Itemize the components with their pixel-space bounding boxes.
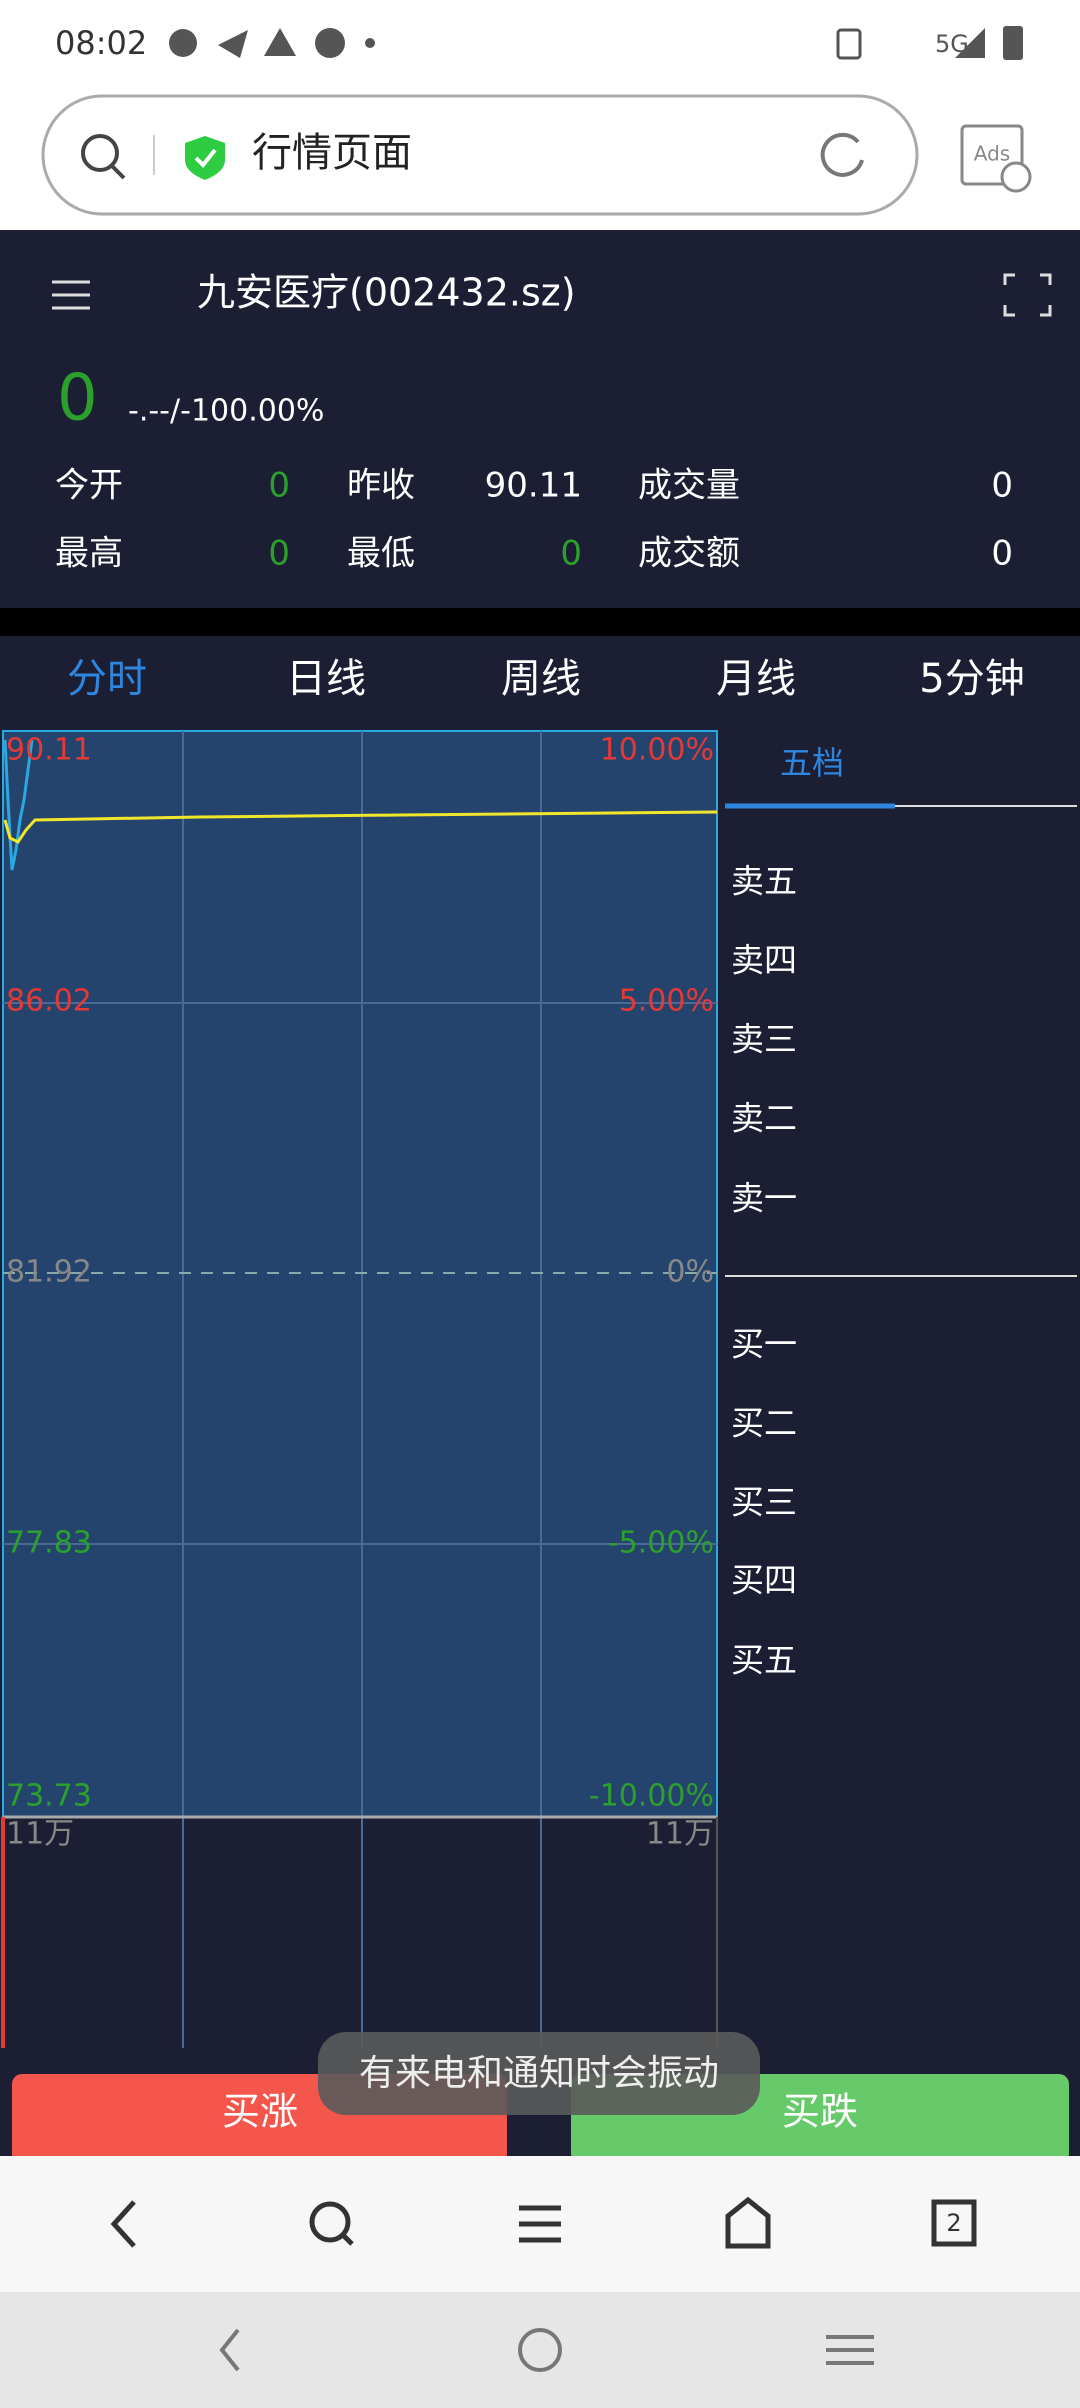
stat-label: 成交额	[638, 534, 740, 574]
status-icon	[365, 38, 375, 48]
ads-block	[1000, 161, 1032, 193]
sell-level: 卖三	[731, 1020, 797, 1059]
toast-text: 有来电和通知时会振动	[359, 2053, 719, 2094]
signal-icon	[955, 28, 985, 58]
buy-level: 买一	[731, 1325, 797, 1364]
ads-label: Ads	[974, 142, 1010, 166]
status-icon	[315, 28, 345, 58]
toast	[318, 2032, 760, 2115]
price-label: 90.11	[6, 733, 92, 768]
stats: 今开 0 昨收 90.11 成交量 0 最高 0 最低 0 成交额 0	[55, 466, 1013, 574]
menu-button[interactable]	[519, 2205, 561, 2243]
search-button	[341, 2233, 354, 2246]
buy-level: 买五	[731, 1641, 797, 1680]
chart-tab[interactable]: 5分钟	[919, 656, 1024, 702]
chart-tab[interactable]: 日线	[286, 656, 366, 702]
grid	[3, 731, 717, 2048]
system-recents[interactable]	[826, 2335, 874, 2365]
status-icon	[218, 30, 248, 58]
stat-value: 0	[560, 534, 582, 574]
fullscreen-icon[interactable]	[1003, 273, 1052, 317]
sell-level: 卖一	[731, 1179, 797, 1218]
battery-icon	[1003, 26, 1023, 60]
order-book-tab[interactable]: 五档	[780, 744, 844, 782]
chart-tab[interactable]: 周线	[501, 656, 581, 702]
volume-label: 11万	[6, 1817, 74, 1852]
stat-value: 90.11	[485, 466, 582, 506]
search-button[interactable]	[309, 2201, 351, 2243]
tab-count: 2	[946, 2209, 961, 2237]
sell-level: 卖四	[731, 941, 797, 980]
search-icon	[81, 134, 119, 172]
percent-label: -5.00%	[608, 1526, 714, 1561]
secure-icon	[185, 136, 225, 180]
price-label: 77.83	[6, 1526, 92, 1561]
search-icon	[110, 164, 126, 180]
volume-label: 11万	[646, 1817, 714, 1852]
stock-price: 0	[57, 362, 98, 436]
tabs: 分时 日线 周线 月线 5分钟	[67, 656, 1025, 702]
separator	[0, 608, 1080, 636]
stat-label: 最低	[347, 534, 415, 574]
chart-tab[interactable]: 月线	[716, 656, 796, 702]
sell-level: 卖二	[731, 1099, 797, 1138]
chart-tab[interactable]: 分时	[67, 656, 147, 702]
reload-icon[interactable]	[820, 132, 864, 177]
stat-value: 0	[991, 534, 1013, 574]
tabs-button[interactable]	[931, 2199, 977, 2247]
stat-label: 今开	[55, 466, 123, 506]
buy-level: 买四	[731, 1561, 797, 1600]
system-home[interactable]	[518, 2328, 562, 2372]
settings-icon[interactable]	[52, 280, 90, 310]
stat-value: 0	[991, 466, 1013, 506]
stock-change: -.--/-100.00%	[128, 394, 324, 429]
ads-icon[interactable]	[960, 124, 1024, 186]
system-back[interactable]	[219, 2328, 240, 2372]
percent-label: 0%	[666, 1255, 714, 1290]
home-button[interactable]	[725, 2196, 771, 2249]
stat-value: 0	[268, 466, 290, 506]
percent-label: 10.00%	[600, 733, 714, 768]
stock-header	[0, 230, 1080, 608]
address-bar[interactable]	[41, 94, 919, 216]
buy-level: 买二	[731, 1404, 797, 1443]
system-nav	[0, 2292, 1080, 2408]
stat-value: 0	[268, 534, 290, 574]
tab-bar	[0, 636, 1080, 730]
back-button[interactable]	[110, 2200, 136, 2248]
stat-label: 最高	[55, 534, 123, 574]
vibrate-icon	[836, 28, 862, 60]
status-time: 08:02	[55, 24, 147, 62]
buy-down-label: 买跌	[782, 2090, 858, 2134]
percent-label: 5.00%	[619, 984, 714, 1019]
stat-label: 成交量	[638, 466, 740, 506]
status-icon	[169, 29, 197, 57]
stock-title: 九安医疗(002432.sz)	[197, 271, 576, 315]
average-line	[3, 810, 718, 844]
price-label: 81.92	[6, 1255, 92, 1290]
status-icon	[264, 28, 296, 56]
percent-label: -10.00%	[589, 1779, 714, 1814]
price-line	[3, 739, 34, 871]
page-title: 行情页面	[252, 130, 412, 176]
secure-icon	[194, 148, 217, 168]
sell-level: 卖五	[731, 862, 797, 901]
price-label: 73.73	[6, 1779, 92, 1814]
buy-up-label: 买涨	[222, 2090, 298, 2134]
axis-labels: 90.11 10.00% 86.02 5.00% 81.92 0% 77.83 -5.00% 7…	[6, 733, 714, 1814]
stat-label: 昨收	[347, 466, 415, 506]
buy-level: 买三	[731, 1483, 797, 1522]
price-label: 86.02	[6, 984, 92, 1019]
